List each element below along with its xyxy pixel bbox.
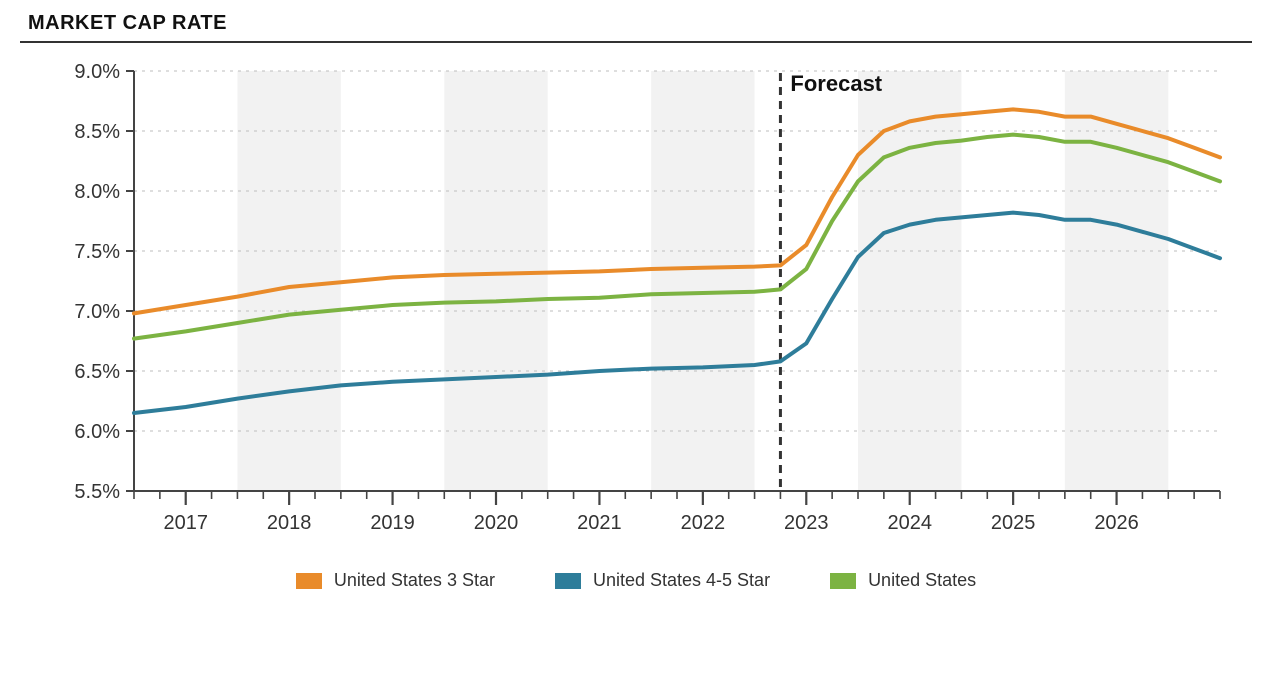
x-tick-label: 2026: [1094, 512, 1139, 531]
y-tick-label: 8.5%: [74, 121, 120, 143]
x-tick-label: 2024: [887, 512, 932, 531]
chart-legend: United States 3 Star United States 4-5 St…: [20, 570, 1252, 591]
chart-svg: 5.5% 6.0% 6.5% 7.0% 7.5% 8.0% 8.5% 9.0% 2017 2018…: [20, 61, 1250, 531]
legend-item: United States 4-5 Star: [555, 570, 770, 591]
legend-label: United States 3 Star: [334, 570, 495, 591]
year-band: [858, 71, 961, 491]
chart-title: MARKET CAP RATE: [28, 12, 1252, 35]
legend-label: United States: [868, 570, 976, 591]
y-tick-label: 6.0%: [74, 421, 120, 443]
legend-swatch: [555, 573, 581, 589]
market-cap-rate-chart: 5.5% 6.0% 6.5% 7.0% 7.5% 8.0% 8.5% 9.0% 2017 2018…: [20, 61, 1252, 536]
x-tick-label: 2020: [474, 512, 519, 531]
y-tick-label: 5.5%: [74, 481, 120, 503]
x-tick-label: 2018: [267, 512, 312, 531]
forecast-label: Forecast: [790, 71, 882, 96]
y-tick-label: 7.0%: [74, 301, 120, 323]
x-tick-label: 2025: [991, 512, 1036, 531]
year-band: [651, 71, 754, 491]
x-tick-label: 2021: [577, 512, 622, 531]
legend-label: United States 4-5 Star: [593, 570, 770, 591]
year-band: [237, 71, 340, 491]
title-divider: [20, 41, 1252, 43]
x-tick-label: 2023: [784, 512, 829, 531]
legend-item: United States 3 Star: [296, 570, 495, 591]
x-tick-label: 2017: [163, 512, 208, 531]
y-tick-label: 6.5%: [74, 361, 120, 383]
legend-swatch: [296, 573, 322, 589]
x-tick-label: 2019: [370, 512, 415, 531]
y-tick-label: 8.0%: [74, 181, 120, 203]
year-band: [444, 71, 547, 491]
legend-item: United States: [830, 570, 976, 591]
y-tick-label: 7.5%: [74, 241, 120, 263]
x-tick-label: 2022: [681, 512, 726, 531]
y-tick-label: 9.0%: [74, 61, 120, 83]
legend-swatch: [830, 573, 856, 589]
